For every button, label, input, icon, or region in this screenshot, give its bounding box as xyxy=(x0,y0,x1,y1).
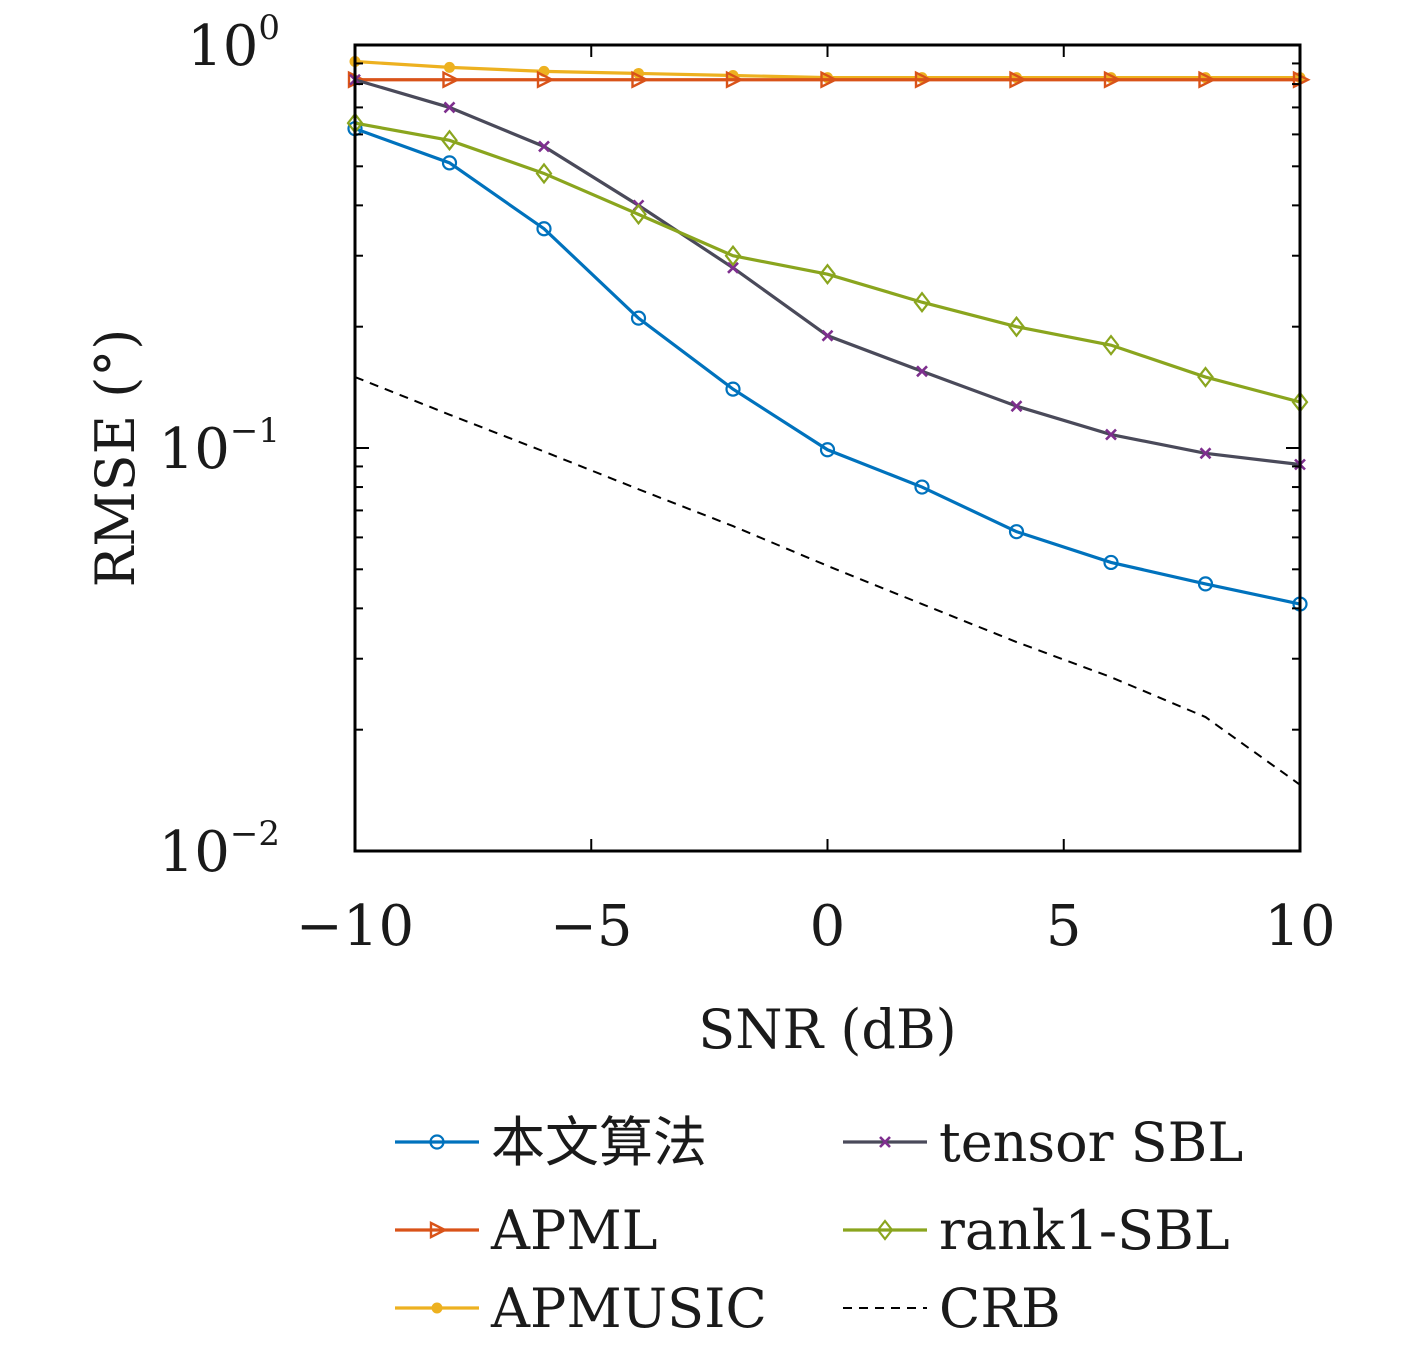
y-tick-label: 10−2 xyxy=(159,814,280,885)
data-point xyxy=(1197,576,1214,592)
data-point xyxy=(441,155,458,171)
data-point xyxy=(727,261,739,274)
data-point xyxy=(820,70,839,89)
legend-entry: APML xyxy=(395,1199,657,1262)
data-point xyxy=(821,329,834,342)
data-point xyxy=(724,244,742,267)
data-point xyxy=(538,140,550,153)
data-point xyxy=(1008,315,1025,338)
data-point xyxy=(876,1219,894,1241)
series-rank1-SBL xyxy=(346,112,1309,413)
data-point xyxy=(443,101,456,114)
series-line xyxy=(354,121,1301,404)
axis-ticks xyxy=(354,45,1301,852)
legend-label: tensor SBL xyxy=(939,1111,1243,1174)
data-point xyxy=(429,1134,445,1150)
data-point xyxy=(536,70,555,89)
legend-label: APMUSIC xyxy=(490,1277,767,1340)
data-point xyxy=(535,162,553,185)
legend-entry: APMUSIC xyxy=(395,1277,767,1340)
x-tick-label: 5 xyxy=(1046,894,1082,959)
y-tick-label: 10−1 xyxy=(159,411,280,482)
legend-entry: rank1-SBL xyxy=(843,1199,1230,1262)
data-point xyxy=(1008,524,1025,540)
data-point xyxy=(630,203,647,226)
y-axis-label: RMSE (°) xyxy=(84,329,147,588)
data-point xyxy=(819,263,836,285)
data-point xyxy=(819,442,836,458)
data-point xyxy=(1199,447,1212,460)
data-point xyxy=(631,70,650,89)
x-axis-label: SNR (dB) xyxy=(698,998,956,1061)
series-tensor-SBL xyxy=(349,73,1306,471)
legend-entry: CRB xyxy=(843,1277,1061,1340)
legend: 本文算法 tensor SBL APML rank1-SBL APMUSIC CRB xyxy=(395,1111,1243,1340)
legend-entry: 本文算法 xyxy=(395,1111,707,1174)
data-point xyxy=(536,221,552,237)
data-point xyxy=(914,70,933,89)
data-point xyxy=(725,70,744,89)
legend-label: 本文算法 xyxy=(491,1111,707,1174)
data-point xyxy=(914,479,930,495)
data-point xyxy=(1009,70,1028,89)
legend-label: CRB xyxy=(939,1277,1061,1340)
series-line xyxy=(354,78,1301,467)
x-tick-label: −10 xyxy=(296,894,414,959)
data-point xyxy=(1198,70,1217,89)
data-point xyxy=(725,381,741,397)
legend-label: rank1-SBL xyxy=(939,1199,1230,1262)
x-tick-label: 0 xyxy=(810,894,846,959)
data-point xyxy=(1103,554,1119,571)
x-tick-label: −5 xyxy=(550,894,633,959)
series-APMUSIC xyxy=(349,56,1306,84)
series-本文算法 xyxy=(347,121,1308,612)
legend-label: APML xyxy=(490,1199,657,1262)
data-point xyxy=(1197,366,1214,388)
data-point xyxy=(442,70,461,89)
tick-labels: −10 −5 0 5 10 100 10−1 10−2 xyxy=(159,8,1336,959)
series-line xyxy=(354,376,1301,786)
series-CRB xyxy=(354,376,1301,786)
data-point xyxy=(431,1302,443,1314)
data-point xyxy=(429,1221,448,1239)
data-point xyxy=(1010,400,1023,413)
plot-curves xyxy=(346,56,1311,786)
legend-entry: tensor SBL xyxy=(843,1111,1243,1174)
data-point xyxy=(1103,70,1122,89)
series-line xyxy=(354,127,1301,606)
data-point xyxy=(441,129,458,152)
data-point xyxy=(444,61,455,73)
data-point xyxy=(1102,334,1120,356)
data-point xyxy=(1105,428,1117,441)
series-APML xyxy=(347,70,1311,89)
x-tick-label: 10 xyxy=(1264,894,1335,959)
data-point xyxy=(916,365,928,378)
y-tick-label: 100 xyxy=(187,8,280,79)
data-point xyxy=(879,1136,891,1148)
data-point xyxy=(913,291,931,314)
data-point xyxy=(630,310,647,326)
